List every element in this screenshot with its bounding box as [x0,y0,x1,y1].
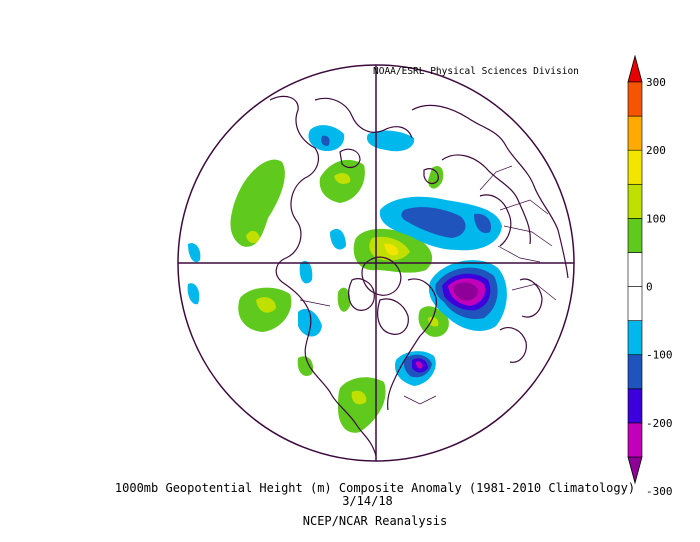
source-label: NCEP/NCAR Reanalysis [302,514,448,528]
colorbar-cell [627,218,643,253]
colorbar-bottom-arrow [627,456,643,485]
chart-title: 1000mb Geopotential Height (m) Composite… [114,481,636,495]
colorbar-cell [627,115,643,151]
colorbar-cell [627,183,643,219]
globe-outline [177,64,575,462]
colorbar-cell [627,286,643,321]
colorbar-tick-label: -100 [646,349,673,362]
colorbar-cells [627,54,643,485]
colorbar-top-arrow [627,54,643,83]
credit-text: NOAA/ESRL Physical Sciences Division [373,66,579,77]
anomaly-positive-atlantic [230,159,285,247]
colorbar-cell [627,388,643,424]
borders [299,165,557,405]
colorbar-cell [627,320,643,356]
colorbar-tick-label: 300 [646,76,666,89]
colorbar-tick-label: 0 [646,281,653,294]
colorbar-tick-label: -200 [646,417,673,430]
anomaly-positive-pacific [338,377,386,433]
colorbar-cell [627,149,643,185]
anomaly-contours [187,125,507,433]
colorbar-cell [627,422,643,458]
colorbar-tick-label: -300 [646,485,673,498]
colorbar-ticks: 300 200 100 0 -100 -200 -300 [646,76,673,498]
colorbar-cell [627,252,643,287]
coastlines [269,95,569,457]
date-label: 3/14/18 [342,494,393,508]
colorbar-cell [627,81,643,117]
colorbar-tick-label: 200 [646,144,666,157]
colorbar-tick-label: 100 [646,212,666,225]
colorbar-cell [627,354,643,390]
